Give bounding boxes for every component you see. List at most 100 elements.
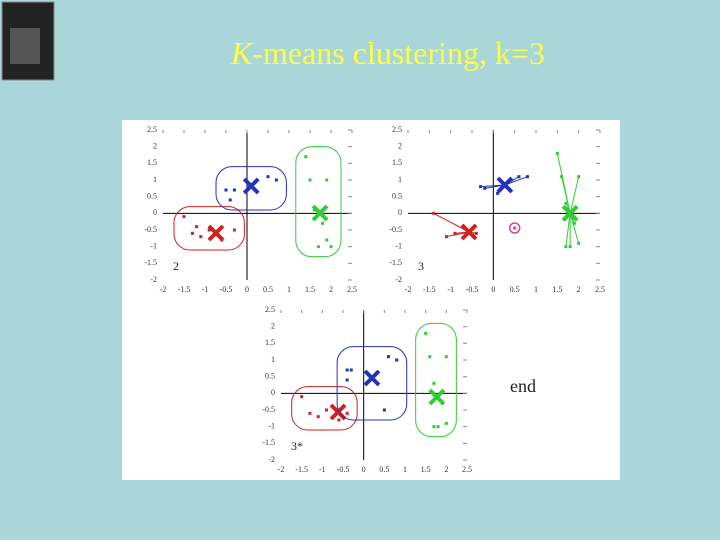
x-tick-label: -1: [319, 465, 326, 474]
point: [274, 178, 278, 182]
point: [324, 408, 328, 412]
cluster-outline: [215, 166, 287, 211]
point: [316, 415, 320, 419]
y-tick-label: 0.5: [265, 371, 275, 380]
assign-line: [569, 176, 580, 214]
point: [207, 228, 211, 232]
point: [308, 411, 312, 415]
point: [345, 411, 349, 415]
point: [453, 231, 457, 235]
x-tick-label: 2.5: [595, 285, 605, 294]
x-tick-label: -1.5: [178, 285, 191, 294]
y-tick-label: -0.5: [389, 225, 402, 234]
centroid: [311, 204, 329, 222]
y-tick-label: 1: [398, 175, 402, 184]
point: [232, 228, 236, 232]
point: [496, 191, 500, 195]
point: [232, 188, 236, 192]
y-tick-label: 0: [398, 208, 402, 217]
y-tick-label: 2: [153, 141, 157, 150]
slide-title: K-means clustering, k=3: [230, 35, 545, 71]
point: [266, 175, 270, 179]
cluster-outline: [295, 146, 342, 258]
point: [479, 185, 483, 189]
y-tick-label: 1.5: [265, 338, 275, 347]
point: [190, 231, 194, 235]
x-tick-label: -1.5: [295, 465, 308, 474]
point: [577, 175, 581, 179]
title-italic: K: [230, 35, 254, 71]
title-rest: -means clustering, k=3: [252, 35, 545, 71]
x-tick-label: 1: [534, 285, 538, 294]
cluster-outline: [336, 346, 408, 421]
point: [555, 151, 559, 155]
y-tick-label: -1: [268, 421, 275, 430]
x-tick-label: 0: [245, 285, 249, 294]
point: [395, 358, 399, 362]
x-tick-label: 2: [329, 285, 333, 294]
x-tick-label: 0.5: [510, 285, 520, 294]
centroid: [496, 176, 514, 194]
point: [228, 198, 232, 202]
y-tick-label: -2: [268, 455, 275, 464]
centroid: [242, 177, 260, 195]
x-tick-label: -1: [447, 285, 454, 294]
cluster-outline: [415, 322, 457, 438]
x-tick-label: 1: [287, 285, 291, 294]
point: [337, 418, 341, 422]
assign-line: [569, 213, 580, 244]
point: [325, 238, 329, 242]
point: [572, 221, 576, 225]
point: [432, 425, 436, 429]
x-tick-label: 1: [403, 465, 407, 474]
x-tick-label: 2: [444, 465, 448, 474]
x-tick-label: -0.5: [337, 465, 350, 474]
y-tick-label: 1.5: [147, 158, 157, 167]
x-tick-label: 1.5: [305, 285, 315, 294]
point: [483, 186, 487, 190]
panel-label: 3*: [291, 439, 303, 453]
point: [432, 211, 436, 215]
cluster-outline: [291, 386, 358, 431]
point: [304, 155, 308, 159]
y-tick-label: 2: [271, 321, 275, 330]
point: [349, 368, 353, 372]
point: [325, 178, 329, 182]
y-tick-label: 0: [271, 388, 275, 397]
point-highlight: [508, 222, 521, 234]
point: [345, 378, 349, 382]
point: [386, 355, 390, 359]
point: [321, 221, 325, 225]
point: [444, 421, 448, 425]
x-tick-label: -2: [160, 285, 167, 294]
y-tick-label: -1.5: [262, 438, 275, 447]
x-tick-label: 2: [577, 285, 581, 294]
point: [444, 235, 448, 239]
point: [182, 215, 186, 219]
end-note: end: [510, 376, 536, 396]
y-tick-label: 2.5: [392, 125, 402, 134]
x-tick-label: 0.5: [263, 285, 273, 294]
x-tick-label: 0.5: [379, 465, 389, 474]
y-tick-label: -2: [150, 275, 157, 284]
point: [513, 226, 517, 230]
x-tick-label: -1.5: [423, 285, 436, 294]
point: [428, 355, 432, 359]
centroid: [207, 224, 225, 242]
point: [474, 231, 478, 235]
centroid: [460, 223, 478, 241]
y-tick-label: -1: [395, 241, 402, 250]
y-tick-label: -0.5: [144, 225, 157, 234]
point: [436, 425, 440, 429]
point: [525, 175, 529, 179]
x-tick-label: -2: [278, 465, 285, 474]
y-tick-label: 2.5: [147, 125, 157, 134]
y-tick-label: 1: [271, 355, 275, 364]
point: [300, 395, 304, 399]
point: [316, 245, 320, 249]
point: [312, 208, 316, 212]
y-tick-label: -1: [150, 241, 157, 250]
y-tick-label: 0.5: [147, 191, 157, 200]
y-tick-label: -1.5: [144, 258, 157, 267]
